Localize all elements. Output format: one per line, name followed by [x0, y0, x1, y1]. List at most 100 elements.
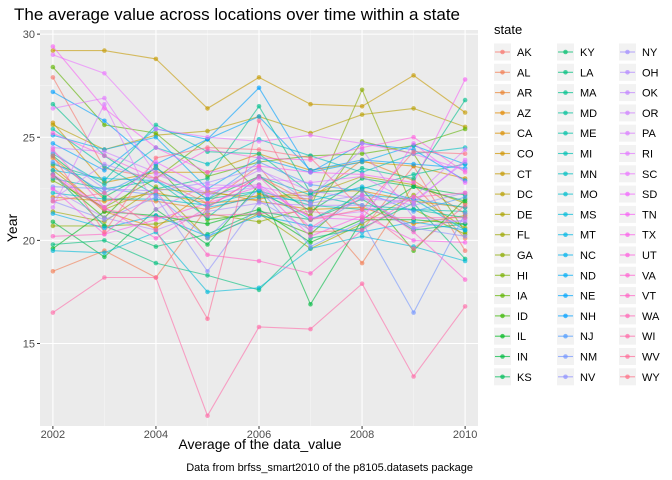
legend-label-va: VA [642, 270, 657, 282]
point-oh-2007 [308, 203, 313, 208]
legend-point-me [563, 130, 568, 136]
point-wy-2005 [205, 145, 210, 150]
point-il-2005 [205, 221, 210, 227]
legend-point-va [625, 273, 630, 278]
point-oh-2009 [411, 225, 416, 231]
legend-point-pa [625, 130, 630, 136]
point-or-2007 [308, 188, 313, 194]
point-tx-2002 [50, 186, 56, 192]
point-ct-2008 [359, 104, 365, 109]
point-ok-2003 [102, 161, 107, 167]
point-nm-2010 [462, 211, 468, 216]
point-la-2002 [50, 242, 56, 247]
point-ma-2002 [50, 101, 56, 107]
legend-point-de [500, 212, 505, 217]
legend-label-ny: NY [642, 47, 658, 59]
point-wa-2006 [256, 211, 262, 216]
point-tn-2003 [102, 106, 107, 111]
legend-title: state [494, 22, 522, 37]
legend-label-ms: MS [580, 209, 597, 221]
point-nm-2005 [205, 236, 210, 241]
point-tn-2008 [359, 172, 365, 177]
point-vt-2010 [462, 190, 468, 196]
point-vt-2004 [153, 188, 159, 194]
point-dc-2009 [411, 106, 416, 111]
point-dc-2005 [205, 128, 210, 134]
point-ri-2004 [153, 172, 159, 177]
legend-point-ne [563, 293, 568, 298]
point-ia-2002 [50, 64, 56, 70]
x-tick-label: 2008 [350, 429, 374, 441]
point-vt-2007 [308, 271, 313, 276]
point-sc-2005 [205, 134, 210, 140]
point-ri-2002 [50, 106, 56, 111]
point-ri-2009 [411, 200, 416, 206]
point-pa-2002 [50, 205, 56, 210]
legend-point-nj [563, 333, 568, 339]
legend-label-ct: CT [517, 169, 532, 181]
point-nj-2008 [359, 188, 365, 194]
legend-label-wi: WI [642, 331, 655, 343]
legend-label-ks: KS [517, 372, 532, 384]
point-ia-2010 [462, 126, 468, 132]
point-wi-2010 [462, 304, 468, 309]
point-tx-2005 [205, 200, 210, 206]
legend-label-id: ID [517, 311, 528, 323]
point-tx-2010 [462, 240, 468, 245]
point-ut-2009 [411, 134, 416, 140]
point-wv-2006 [256, 118, 262, 124]
point-al-2002 [50, 269, 56, 274]
point-ri-2005 [205, 190, 210, 196]
point-wv-2010 [462, 203, 468, 208]
point-nj-2004 [153, 165, 159, 171]
legend-point-tx [625, 232, 630, 237]
point-sc-2007 [308, 132, 313, 138]
point-ut-2010 [462, 170, 468, 175]
legend-label-oh: OH [642, 67, 659, 79]
legend-label-al: AL [517, 67, 530, 79]
point-nh-2006 [256, 85, 262, 91]
point-mn-2003 [102, 182, 107, 187]
point-wy-2003 [102, 229, 107, 235]
legend-point-mt [563, 232, 568, 237]
legend-label-ga: GA [517, 250, 534, 262]
point-wa-2010 [462, 215, 468, 220]
point-wa-2007 [308, 209, 313, 214]
point-oh-2006 [256, 200, 262, 206]
point-ct-2010 [462, 110, 468, 115]
point-ok-2007 [308, 194, 313, 200]
point-ne-2006 [256, 114, 262, 119]
legend-label-md: MD [580, 108, 597, 120]
legend-label-il: IL [517, 331, 526, 343]
point-ak-2002 [50, 75, 56, 80]
point-wv-2007 [308, 217, 313, 222]
legend-point-fl [500, 232, 505, 237]
legend-point-ct [500, 171, 505, 177]
point-wa-2003 [102, 207, 107, 212]
point-ks-2009 [411, 184, 416, 189]
point-wa-2008 [359, 215, 365, 220]
point-ga-2004 [153, 221, 159, 227]
point-al-2008 [359, 260, 365, 266]
point-me-2002 [50, 126, 56, 132]
point-vt-2006 [256, 258, 262, 264]
point-vt-2005 [205, 252, 210, 258]
point-sc-2006 [256, 139, 262, 144]
legend-point-mn [563, 171, 568, 177]
legend-label-in: IN [517, 352, 528, 364]
point-oh-2003 [102, 215, 107, 220]
point-sd-2009 [411, 141, 416, 146]
point-ma-2006 [256, 104, 262, 109]
legend-label-nm: NM [580, 352, 597, 364]
legend-point-ny [625, 49, 630, 55]
point-nh-2002 [50, 89, 56, 95]
point-wi-2009 [411, 374, 416, 379]
legend-label-pa: PA [642, 128, 657, 140]
point-in-2003 [102, 254, 107, 260]
point-wi-2005 [205, 413, 210, 419]
legend-point-ga [500, 252, 505, 258]
legend-label-ca: CA [517, 128, 533, 140]
point-la-2005 [205, 273, 210, 278]
point-ms-2008 [359, 234, 365, 239]
legend-label-nv: NV [580, 372, 596, 384]
